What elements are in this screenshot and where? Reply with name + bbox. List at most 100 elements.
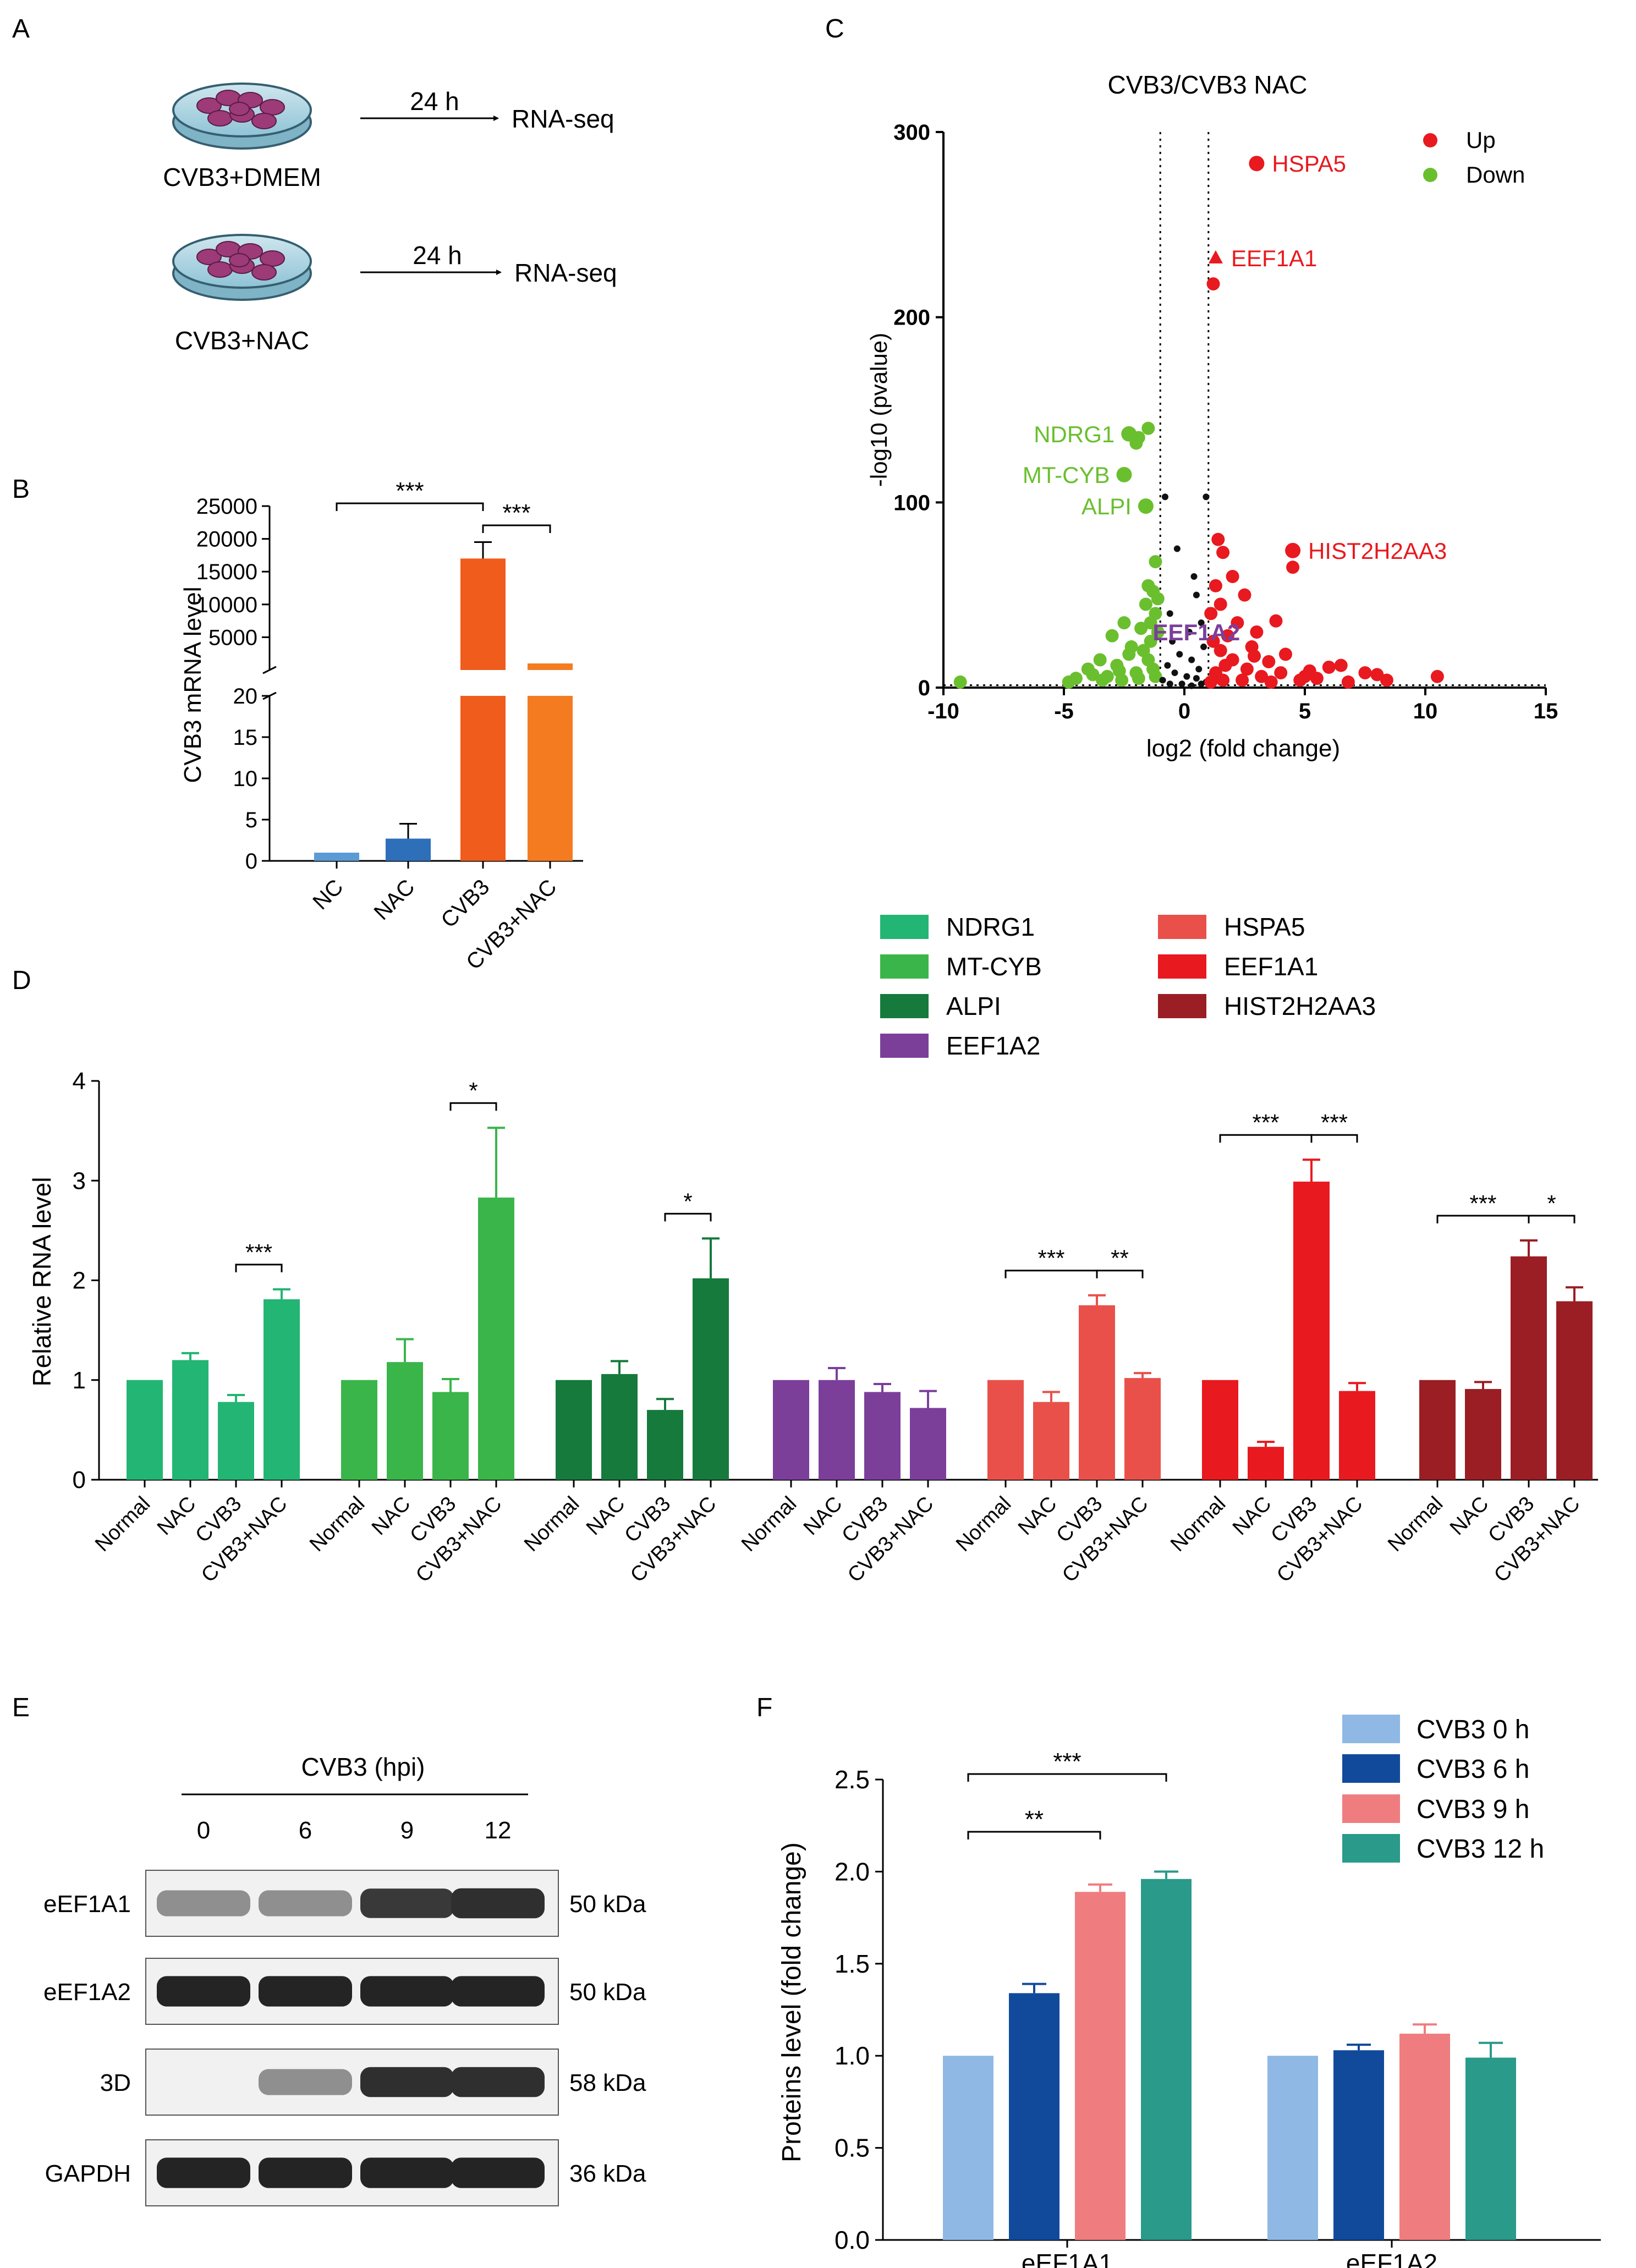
gene-label-HSPA5: HSPA5 [1272,151,1346,177]
legend-swatch-EEF1A1 [1158,954,1206,979]
bar-HIST2H2AA3-CVB3+NAC [1556,1301,1593,1480]
dish-label-dmem: CVB3+DMEM [163,163,321,191]
legend-swatch-HSPA5 [1158,915,1206,939]
ns-point [1203,493,1210,501]
down-point [1093,653,1107,667]
panel-d: NDRG1 MT-CYB ALPI EEF1A2 HSPA5 EEF1A1 HIST2H2A… [28,913,1598,1587]
size-label: 50 kDa [569,1979,646,2006]
panel-d-ylabel: Relative RNA level [28,1177,56,1387]
bar-HSPA5-CVB3 [1079,1305,1115,1480]
legend-swatch [1342,1794,1400,1823]
size-label: 36 kDa [569,2160,646,2187]
significance-bracket [449,1102,497,1111]
bar-EEF1A1-CVB3 [1293,1182,1330,1480]
up-point [1221,629,1234,642]
down-point [1134,622,1148,635]
ns-point [1200,643,1207,650]
x-tick-label: Normal [737,1492,801,1556]
legend-label: CVB3 6 h [1417,1755,1529,1784]
y-tick-label: 5 [245,808,257,832]
panel-a: CVB3+DMEM 24 h RNA-seq CVB3+NAC 24 h RNA… [163,83,617,355]
y-tick-label: 5000 [208,625,257,650]
down-point [1062,675,1075,689]
legend-label-HIST2H2AA3: HIST2H2AA3 [1224,992,1376,1020]
ns-point [1195,666,1203,673]
ns-point [1166,610,1173,617]
x-tick-label: 0 [1178,699,1190,723]
dish-label-nac: CVB3+NAC [175,326,309,355]
panel-b-ylabel: CVB3 mRNA level [179,586,206,783]
bar-NDRG1-NAC [172,1360,208,1480]
legend-swatch [1342,1754,1400,1783]
x-tick-label: CVB3 [436,875,494,932]
ns-point [1198,680,1205,688]
y-tick-label: 1.5 [835,1950,870,1978]
panel-label-d: D [12,966,31,995]
significance-bracket [1528,1215,1575,1223]
significance-bracket [967,1831,1101,1839]
time-label-row1: 24 h [410,87,459,116]
culture-dish-icon [172,234,312,301]
y-tick-label: 15000 [196,560,257,584]
x-tick-label: eEF1A1 [1022,2249,1113,2268]
ns-point [1159,677,1166,684]
panel-f-bars [943,1870,1516,2240]
row-label-eEF1A2: eEF1A2 [43,1979,131,2006]
gene-point-EEF1A1 [1208,250,1223,263]
bar-NC [314,853,359,861]
bar-MT-CYB-CVB3 [432,1392,469,1480]
y-tick-label: 2 [73,1267,86,1294]
ns-point [1198,619,1205,627]
panel-b: 0 5 10 15 20 5000 10000 15000 20000 25000 NC NAC CVB… [179,477,583,974]
row-label-eEF1A1: eEF1A1 [43,1891,131,1918]
up-point [1226,570,1239,583]
legend-swatch-HIST2H2AA3 [1158,994,1206,1018]
band [360,2157,454,2188]
band [451,2067,545,2097]
significance-label: * [1547,1190,1556,1216]
up-point [1206,277,1220,291]
ns-point [1183,673,1190,680]
bar-HSPA5-CVB3+NAC [1124,1378,1161,1480]
down-point [1149,555,1162,569]
panel-label-e: E [12,1693,30,1722]
bar-EEF1A2-CVB3 [864,1392,901,1480]
significance-label: *** [1053,1748,1081,1775]
legend-label-NDRG1: NDRG1 [946,913,1035,941]
ns-point [1161,493,1168,501]
down-point [1096,673,1110,687]
legend-swatch-MT-CYB [880,954,929,979]
down-point [1149,669,1162,683]
legend-label: CVB3 9 h [1417,1795,1529,1824]
significance-bracket [1096,1270,1144,1278]
y-tick-label: 2.0 [835,1857,870,1886]
up-point [1286,561,1300,574]
ns-point [1164,662,1171,669]
significance-label: * [683,1188,692,1214]
legend-label: CVB3 0 h [1417,1715,1529,1744]
time-label-row2: 24 h [413,241,462,270]
panel-c-legend: Up Down [1423,127,1525,188]
bar-ALPI-CVB3+NAC [693,1278,729,1480]
panel-d-bars [127,1127,1593,1480]
x-tick-label: 15 [1534,699,1558,723]
ns-point [1178,680,1185,688]
x-tick-label: Normal [305,1492,369,1556]
bar-CVB3 0 h-eEF1A1 [943,2056,993,2240]
band [157,1976,250,2007]
axis-break-mark [262,666,277,674]
up-point [1322,660,1336,674]
bar-EEF1A2-NAC [819,1380,855,1480]
down-point [1139,597,1152,611]
size-label: 50 kDa [569,1891,646,1918]
bar-CVB3-lower [460,696,506,861]
gene-point-NDRG1 [1121,426,1137,442]
up-point [1358,666,1372,680]
panel-b-ticks: 0 5 10 15 20 5000 10000 15000 20000 25000 NC NAC CVB… [196,495,562,974]
legend-label-EEF1A2: EEF1A2 [946,1031,1040,1060]
gene-point-HSPA5 [1249,156,1265,172]
legend-swatch-ALPI [880,994,929,1018]
band [360,1888,454,1918]
up-point [1204,607,1218,620]
